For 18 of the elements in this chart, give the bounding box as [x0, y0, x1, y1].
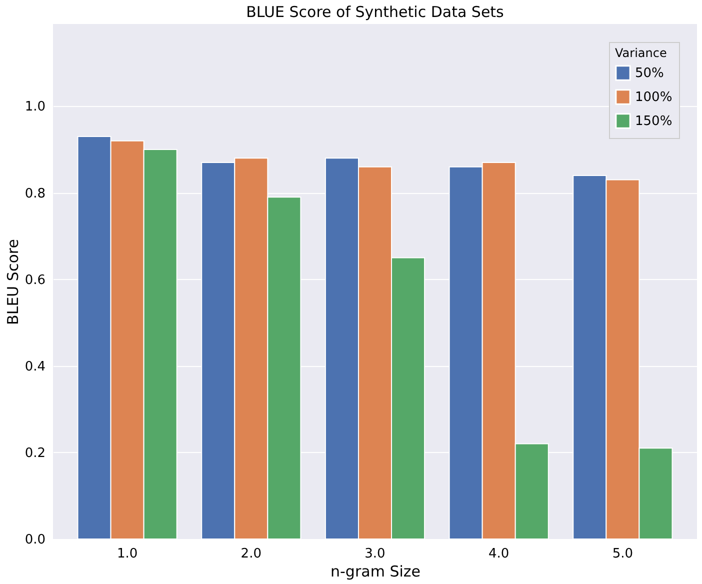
x-axis-title: n-gram Size [330, 562, 420, 580]
x-tick-label: 1.0 [116, 546, 138, 562]
y-tick-label: 0.4 [24, 359, 46, 374]
y-axis-title: BLEU Score [4, 239, 22, 325]
y-tick-label: 0.6 [24, 272, 46, 288]
y-tick-label: 0.0 [24, 532, 46, 548]
x-tick-label: 2.0 [240, 546, 262, 562]
x-tick-label: 3.0 [364, 546, 386, 562]
y-tick-label: 1.0 [24, 100, 46, 115]
y-tick-label: 0.8 [24, 186, 46, 202]
legend-title: Variance [615, 46, 667, 60]
legend-label: 100% [635, 90, 672, 105]
legend-label: 50% [635, 66, 664, 81]
legend-label: 150% [635, 114, 672, 129]
y-tick-label: 0.2 [24, 446, 46, 461]
x-tick-label: 5.0 [612, 546, 634, 562]
x-tick-label: 4.0 [488, 546, 510, 562]
chart-title: BLUE Score of Synthetic Data Sets [246, 3, 504, 21]
